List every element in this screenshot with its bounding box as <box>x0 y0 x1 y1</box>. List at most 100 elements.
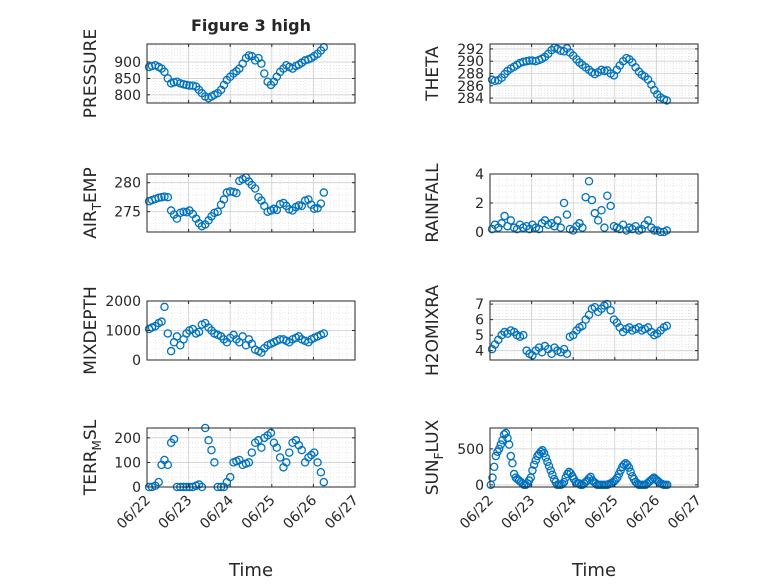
terr_msl-xtick-label: 06/23 <box>156 493 196 533</box>
pressure-ytick-label: 900 <box>114 55 141 71</box>
terr_msl-point <box>297 445 307 455</box>
terr_msl-point <box>244 458 254 467</box>
terr_msl-xtick-label: 06/25 <box>239 493 279 533</box>
rainfall-point <box>662 226 672 235</box>
terr_msl-xtick-label: 06/24 <box>197 492 237 532</box>
rainfall-point <box>587 195 597 205</box>
rainfall-point <box>556 223 565 232</box>
h2omixra-axes-box <box>489 300 699 361</box>
rainfall-point <box>597 205 606 215</box>
air_temp-axes-box <box>146 173 356 233</box>
terr_msl-point <box>207 445 216 455</box>
sun_flux-xtick-label: 06/27 <box>665 493 705 533</box>
air_temp-point <box>213 207 222 216</box>
sun_flux-point <box>626 467 635 477</box>
sun_flux-point <box>494 444 504 454</box>
terr_msl-ytick-label: 0 <box>132 480 141 496</box>
pressure-ytick-label: 800 <box>114 88 141 104</box>
sun_flux-xtick-label: 06/24 <box>540 492 580 532</box>
terr_msl-point <box>154 477 163 487</box>
mixdepth-ytick-label: 2000 <box>105 294 141 310</box>
rainfall-point <box>600 223 609 232</box>
mixdepth-point <box>163 329 173 338</box>
terr_msl-point <box>257 443 266 452</box>
pressure-axes-box <box>146 43 356 104</box>
rainfall-point <box>643 216 653 225</box>
x-axis-label-left: Time <box>228 560 273 581</box>
terr_msl-xtick-label: 06/27 <box>322 493 362 533</box>
sun_flux-xtick-label: 06/25 <box>582 493 622 533</box>
rainfall-point <box>606 201 615 211</box>
rainfall-ylabel: RAINFALL <box>423 163 443 243</box>
sun_flux-point <box>508 459 517 468</box>
terr_msl-point <box>247 448 257 457</box>
sun_flux-point <box>541 453 550 462</box>
mixdepth-point <box>166 346 176 356</box>
rainfall-ytick-label: 2 <box>475 196 484 212</box>
sun_flux-point <box>559 477 569 487</box>
mixdepth-point <box>157 317 166 326</box>
pressure-point <box>257 59 266 68</box>
sun_flux-point <box>548 470 557 480</box>
sun_flux-point <box>504 440 514 449</box>
sun_flux-point <box>546 466 555 475</box>
theta-ylabel: THETA <box>423 46 443 102</box>
terr_msl-point <box>210 458 219 467</box>
air_temp-point <box>160 192 169 201</box>
x-axis-label-right: Time <box>571 560 616 581</box>
terr_msl-point <box>163 460 173 470</box>
h2omixra-ytick-label: 4 <box>475 344 484 360</box>
air_temp-plot-area <box>147 174 355 232</box>
rainfall-ytick-label: 0 <box>475 225 484 241</box>
air_temp-ytick-label: 275 <box>114 205 141 221</box>
terr_msl-point <box>225 472 235 482</box>
mixdepth-point <box>275 335 285 344</box>
h2omixra-ytick-label: 6 <box>475 313 484 329</box>
sun_flux-point <box>489 462 499 472</box>
terr_msl-point <box>313 458 322 467</box>
sun_flux-point <box>491 451 501 461</box>
air_temp-point <box>319 188 329 197</box>
h2omixra-point <box>562 349 572 359</box>
mixdepth-point <box>319 329 329 338</box>
sun_flux-point <box>496 440 506 449</box>
theta-point <box>525 56 534 65</box>
sun_flux-point <box>544 461 554 471</box>
rainfall-point <box>553 216 562 225</box>
air_temp-point <box>219 195 229 204</box>
rainfall-point <box>559 198 569 208</box>
sun_flux-axes-box <box>489 427 699 488</box>
h2omixra-point <box>519 330 528 340</box>
figure-title: Figure 3 high <box>191 16 311 35</box>
mixdepth-ylabel: MIXDEPTH <box>81 286 101 375</box>
theta-ytick-label: 290 <box>457 54 484 70</box>
sun_flux-point <box>531 456 541 465</box>
terr_msl-point <box>316 467 326 477</box>
h2omixra-ytick-label: 7 <box>475 297 484 313</box>
terr_msl-point <box>266 428 276 438</box>
terr_msl-point <box>275 453 285 462</box>
rainfall-point <box>584 176 594 186</box>
sun_flux-point <box>558 479 567 489</box>
terr_msl-ytick-label: 200 <box>114 431 141 447</box>
terr_msl-xtick-label: 06/26 <box>280 492 320 532</box>
theta-ytick-label: 292 <box>457 42 484 58</box>
terr_msl-ytick-label: 100 <box>114 455 141 471</box>
mixdepth-point <box>194 327 204 337</box>
rainfall-point <box>562 210 572 219</box>
terr_msl-point <box>169 434 179 444</box>
air_temp-ytick-label: 280 <box>114 176 141 192</box>
rainfall-point <box>593 216 603 225</box>
mixdepth-ytick-label: 0 <box>132 353 141 369</box>
h2omixra-ylabel: H2OMIXRA <box>423 285 443 376</box>
terr_msl-point <box>272 443 282 452</box>
terr_msl-axes-box <box>146 427 356 488</box>
sun_flux-xtick-label: 06/23 <box>499 493 539 533</box>
sun_flux-point <box>539 448 549 458</box>
h2omixra-point <box>606 306 615 315</box>
air_temp-point <box>250 184 260 193</box>
pressure-ytick-label: 850 <box>114 71 141 87</box>
sun_flux-ylabel: SUNFLUX <box>423 419 446 495</box>
